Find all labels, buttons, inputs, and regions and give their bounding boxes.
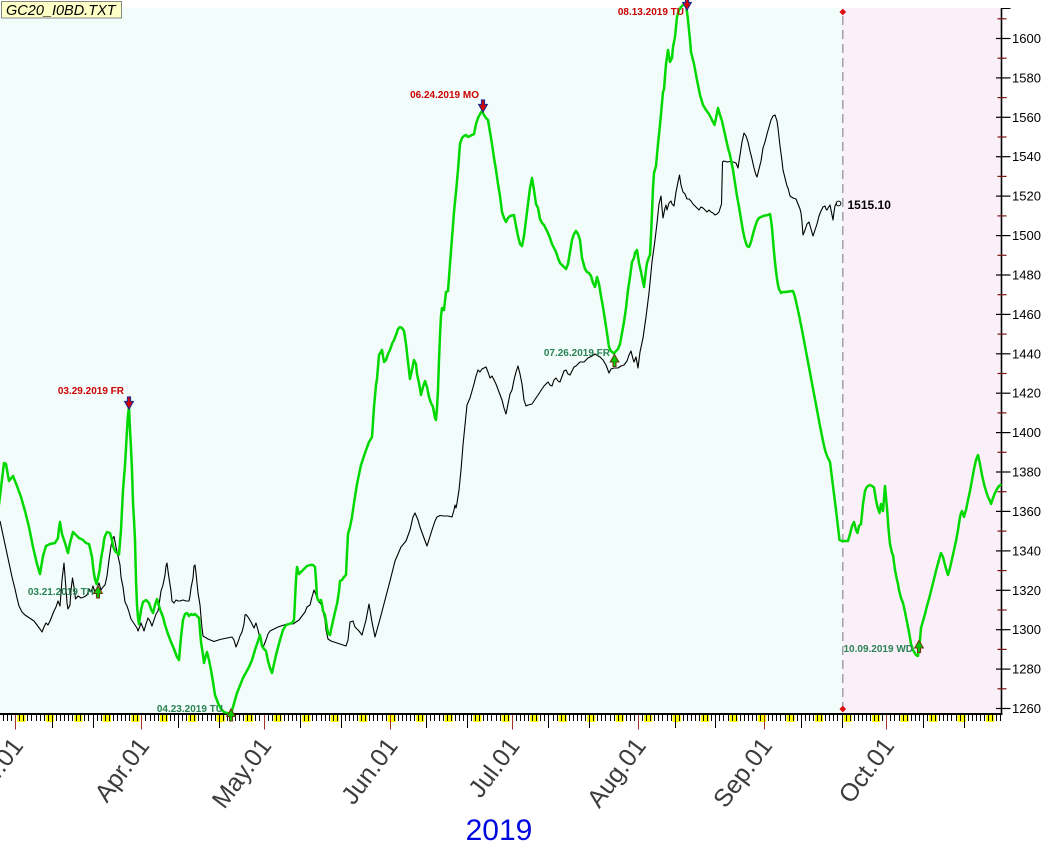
svg-text:1500: 1500 [1012, 228, 1041, 243]
svg-text:1600: 1600 [1012, 31, 1041, 46]
svg-text:1420: 1420 [1012, 386, 1041, 401]
svg-text:1540: 1540 [1012, 149, 1041, 164]
svg-text:1440: 1440 [1012, 346, 1041, 361]
svg-text:1560: 1560 [1012, 110, 1041, 125]
svg-text:03.29.2019 FR: 03.29.2019 FR [58, 386, 125, 397]
svg-text:1460: 1460 [1012, 307, 1041, 322]
svg-text:1320: 1320 [1012, 583, 1041, 598]
svg-text:2019: 2019 [466, 814, 533, 847]
svg-text:1340: 1340 [1012, 543, 1041, 558]
svg-text:10.09.2019 WD: 10.09.2019 WD [844, 644, 914, 655]
svg-text:04.23.2019 TU: 04.23.2019 TU [157, 704, 223, 715]
svg-text:1515.10: 1515.10 [848, 198, 892, 212]
svg-text:1300: 1300 [1012, 622, 1041, 637]
svg-text:1520: 1520 [1012, 189, 1041, 204]
svg-text:1380: 1380 [1012, 465, 1041, 480]
svg-text:1480: 1480 [1012, 268, 1041, 283]
svg-text:06.24.2019 MO: 06.24.2019 MO [410, 90, 479, 101]
svg-text:08.13.2019 TU: 08.13.2019 TU [618, 7, 684, 18]
svg-text:1260: 1260 [1012, 701, 1041, 716]
svg-text:1400: 1400 [1012, 425, 1041, 440]
svg-text:1360: 1360 [1012, 504, 1041, 519]
svg-text:03.21.2019 TH: 03.21.2019 TH [28, 587, 94, 598]
svg-text:07.26.2019 FR: 07.26.2019 FR [544, 348, 611, 359]
svg-text:GC20_I0BD.TXT: GC20_I0BD.TXT [6, 3, 117, 19]
svg-text:1580: 1580 [1012, 70, 1041, 85]
svg-text:1280: 1280 [1012, 662, 1041, 677]
